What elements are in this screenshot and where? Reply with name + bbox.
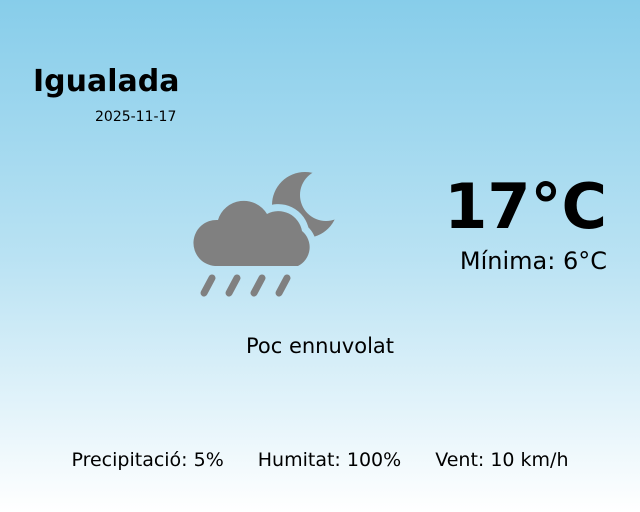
- weather-description: Poc ennuvolat: [245, 334, 395, 358]
- city-name: Igualada: [33, 64, 180, 99]
- wind: Vent: 10 km/h: [435, 449, 569, 471]
- forecast-date: 2025-11-17: [95, 109, 177, 125]
- humidity: Humitat: 100%: [257, 449, 402, 471]
- weather-stats: Precipitació: 5% Humitat: 100% Vent: 10 …: [0, 449, 640, 471]
- cloud-rain-moon-icon: [193, 172, 338, 297]
- current-temperature: 17°C: [444, 170, 607, 243]
- minimum-temperature: Mínima: 6°C: [459, 247, 607, 275]
- precipitation: Precipitació: 5%: [71, 449, 224, 471]
